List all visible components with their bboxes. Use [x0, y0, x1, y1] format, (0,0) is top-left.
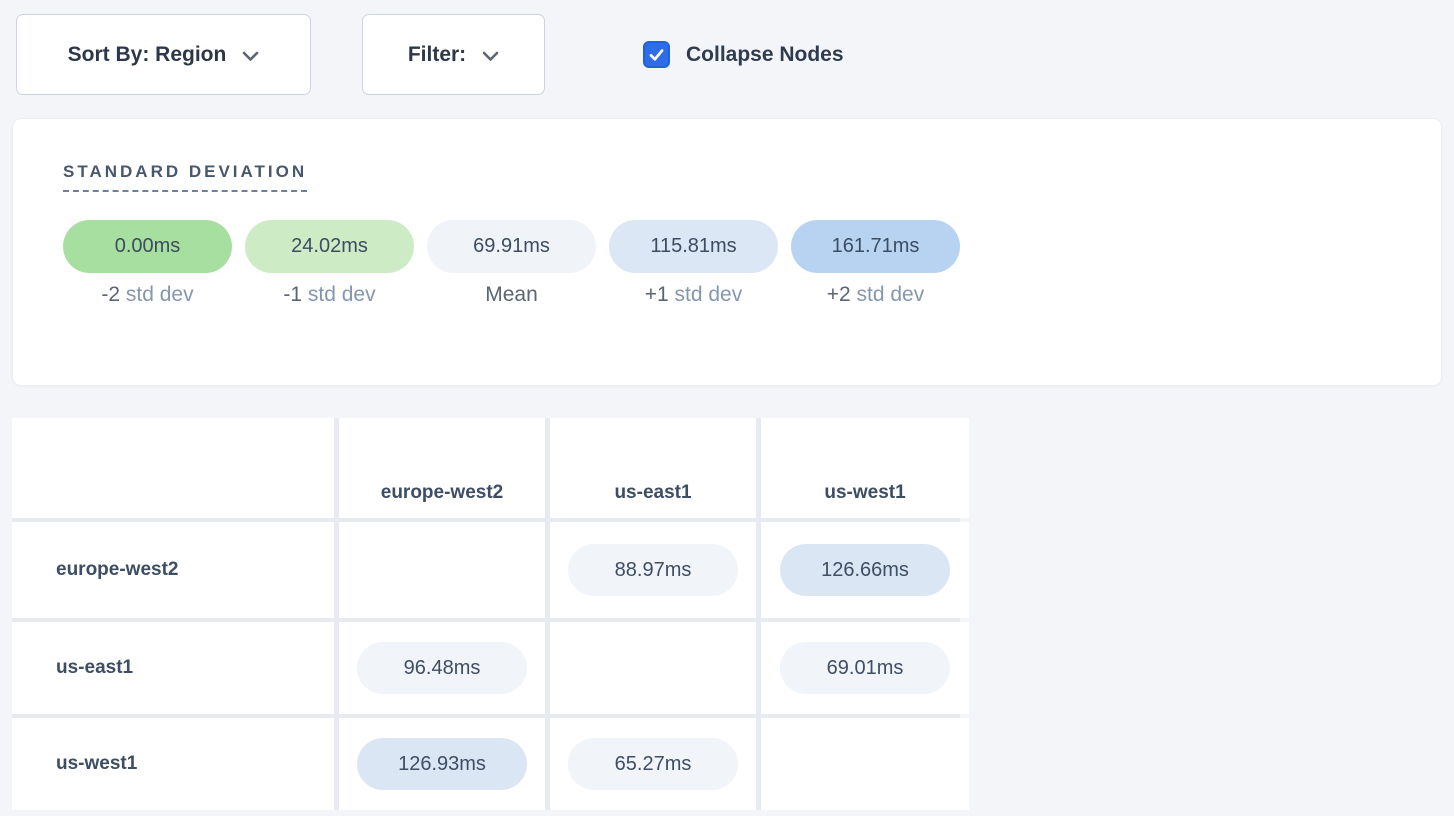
row-header: europe-west2: [12, 522, 334, 618]
latency-pill: 69.01ms: [780, 642, 950, 694]
collapse-nodes-label: Collapse Nodes: [686, 42, 844, 66]
collapse-nodes-checkbox[interactable]: [643, 41, 670, 68]
column-header: us-east1: [550, 418, 756, 518]
legend-tick-label: -1 std dev: [283, 283, 376, 306]
legend-pill: 161.71ms: [791, 220, 960, 273]
latency-pill: 126.66ms: [780, 544, 950, 596]
latency-cell: 69.01ms: [761, 622, 969, 714]
latency-pill: 88.97ms: [568, 544, 738, 596]
latency-cell: 126.93ms: [339, 718, 545, 810]
latency-pill: 96.48ms: [357, 642, 527, 694]
chevron-down-icon: [242, 51, 259, 62]
toolbar: Sort By: Region Filter: Collapse Nodes: [0, 0, 1454, 95]
latency-cell: 126.66ms: [761, 522, 969, 618]
legend-pill: 24.02ms: [245, 220, 414, 273]
collapse-nodes-toggle[interactable]: Collapse Nodes: [643, 14, 844, 95]
sort-by-select[interactable]: Sort By: Region: [16, 14, 311, 95]
column-header: europe-west2: [339, 418, 545, 518]
latency-cell-empty: [761, 718, 969, 810]
filter-select[interactable]: Filter:: [362, 14, 545, 95]
legend-tick-row: -2 std dev -1 std dev Mean +1 std dev +2…: [63, 283, 1441, 307]
row-header: us-east1: [12, 622, 334, 714]
latency-cell: 88.97ms: [550, 522, 756, 618]
legend-pill: 0.00ms: [63, 220, 232, 273]
row-header: us-west1: [12, 718, 334, 810]
latency-cell-empty: [339, 522, 545, 618]
matrix-corner-cell: [12, 418, 334, 518]
chevron-down-icon: [482, 51, 499, 62]
latency-cell: 96.48ms: [339, 622, 545, 714]
legend-title: STANDARD DEVIATION: [63, 162, 308, 192]
legend-pill: 115.81ms: [609, 220, 778, 273]
legend-tick-label: Mean: [485, 283, 538, 306]
filter-label: Filter:: [407, 42, 467, 66]
latency-pill: 126.93ms: [357, 738, 527, 790]
latency-matrix: europe-west2 us-east1 us-west1 europe-we…: [12, 418, 969, 810]
latency-pill: 65.27ms: [568, 738, 738, 790]
legend-tick-label: +1 std dev: [644, 283, 743, 306]
sort-by-label: Sort By: Region: [67, 42, 227, 66]
legend-pill: 69.91ms: [427, 220, 596, 273]
legend-pill-row: 0.00ms 24.02ms 69.91ms 115.81ms 161.71ms: [63, 220, 1441, 273]
legend-tick-label: +2 std dev: [826, 283, 925, 306]
legend-tick-label: -2 std dev: [101, 283, 194, 306]
column-header: us-west1: [761, 418, 969, 518]
checkmark-icon: [649, 49, 664, 61]
latency-cell-empty: [550, 622, 756, 714]
standard-deviation-card: STANDARD DEVIATION 0.00ms 24.02ms 69.91m…: [12, 118, 1442, 386]
latency-cell: 65.27ms: [550, 718, 756, 810]
